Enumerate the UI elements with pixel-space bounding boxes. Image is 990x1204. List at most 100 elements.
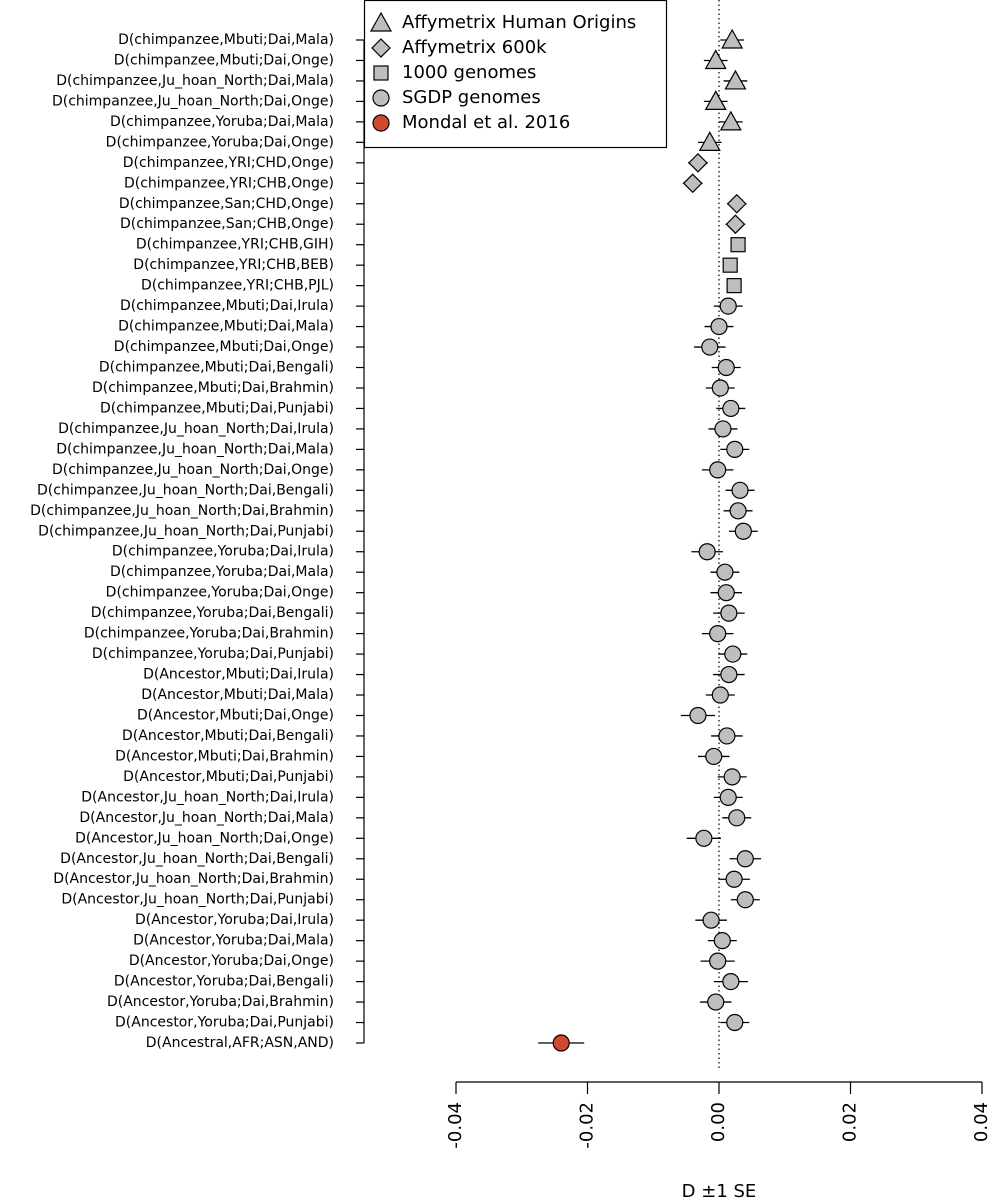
- x-tick-label: -0.04: [445, 1102, 466, 1149]
- marker-diamond: [688, 152, 708, 173]
- marker-circle: [709, 625, 727, 643]
- marker-circle: [717, 584, 735, 602]
- legend-marker: [369, 11, 393, 32]
- y-tick-label: D(Ancestor,Mbuti;Dai,Irula): [143, 667, 334, 683]
- y-tick-label: D(Ancestor,Mbuti;Dai,Mala): [141, 687, 334, 703]
- marker-circle: [731, 481, 749, 499]
- y-tick-label: D(chimpanzee,Yoruba;Dai,Brahmin): [84, 626, 334, 642]
- marker-square: [726, 278, 742, 294]
- y-tick-label: D(Ancestor,Yoruba;Dai,Punjabi): [115, 1015, 334, 1031]
- x-tick-label: 0.02: [840, 1102, 861, 1142]
- marker-circle: [722, 399, 740, 418]
- marker-triangle: [698, 131, 721, 151]
- marker-circle: [720, 665, 738, 684]
- legend-marker: [373, 65, 389, 81]
- marker-diamond: [682, 173, 703, 194]
- marker-triangle: [704, 90, 727, 111]
- marker-circle: [728, 809, 746, 827]
- x-tick-label: 0.04: [971, 1102, 990, 1142]
- y-tick-label: D(Ancestor,Yoruba;Dai,Bengali): [114, 974, 334, 990]
- marker-triangle: [724, 69, 747, 90]
- y-tick-label: D(Ancestor,Ju_hoan_North;Dai,Punjabi): [61, 892, 334, 908]
- legend-marker: [371, 38, 391, 58]
- y-tick-label: D(chimpanzee,Yoruba;Dai,Mala): [110, 114, 334, 130]
- marker-circle: [724, 645, 742, 663]
- y-tick-label: D(chimpanzee,Mbuti;Dai,Mala): [118, 319, 334, 335]
- y-tick-label: D(chimpanzee,Mbuti;Dai,Brahmin): [92, 380, 334, 396]
- y-tick-label: D(chimpanzee,Mbuti;Dai,Onge): [114, 52, 334, 68]
- marker-circle: [720, 604, 738, 622]
- marker-circle: [717, 358, 735, 377]
- legend-label: SGDP genomes: [402, 87, 541, 108]
- marker-circle: [707, 993, 725, 1011]
- y-tick-label: D(chimpanzee,Yoruba;Dai,Mala): [110, 564, 334, 580]
- marker-circle: [726, 440, 744, 458]
- y-tick-label: D(chimpanzee,Yoruba;Dai,Bengali): [91, 605, 334, 621]
- marker-circle: [698, 543, 716, 561]
- marker-triangle: [721, 28, 744, 49]
- marker-circle: [714, 420, 732, 438]
- marker-circle: [722, 972, 740, 991]
- y-tick-label: D(chimpanzee,YRI;CHD,Onge): [123, 155, 334, 171]
- marker-circle: [709, 952, 727, 970]
- marker-circle: [713, 932, 731, 950]
- y-tick-label: D(chimpanzee,YRI;CHB,Onge): [124, 175, 334, 191]
- y-tick-label: D(Ancestor,Ju_hoan_North;Dai,Onge): [75, 830, 334, 846]
- marker-square: [722, 257, 738, 273]
- y-tick-label: D(chimpanzee,Yoruba;Dai,Onge): [106, 585, 334, 601]
- y-tick-label: D(chimpanzee,Ju_hoan_North;Dai,Bengali): [37, 482, 334, 498]
- marker-circle: [719, 297, 737, 315]
- marker-circle: [702, 911, 720, 929]
- marker-circle: [552, 1034, 570, 1052]
- y-tick-label: D(chimpanzee,Ju_hoan_North;Dai,Punjabi): [38, 523, 334, 539]
- marker-circle: [719, 788, 737, 806]
- marker-circle: [734, 522, 752, 540]
- legend-label: 1000 genomes: [402, 62, 536, 83]
- y-tick-label: D(chimpanzee,Ju_hoan_North;Dai,Brahmin): [30, 503, 334, 519]
- marker-circle: [723, 768, 741, 786]
- y-tick-label: D(Ancestor,Mbuti;Dai,Brahmin): [115, 748, 334, 764]
- marker-circle: [711, 379, 729, 397]
- marker-circle: [718, 727, 736, 745]
- y-tick-label: D(chimpanzee,Yoruba;Dai,Punjabi): [92, 646, 334, 662]
- x-axis-label: D ±1 SE: [682, 1181, 757, 1200]
- y-tick-label: D(Ancestor,Ju_hoan_North;Dai,Brahmin): [53, 871, 334, 887]
- legend-label: Affymetrix Human Origins: [402, 12, 636, 33]
- y-tick-label: D(chimpanzee,Ju_hoan_North;Dai,Onge): [52, 462, 334, 478]
- y-tick-label: D(Ancestor,Yoruba;Dai,Irula): [135, 912, 334, 928]
- y-tick-label: D(chimpanzee,San;CHD,Onge): [119, 196, 334, 212]
- marker-circle: [716, 563, 734, 581]
- y-tick-label: D(chimpanzee,Yoruba;Dai,Onge): [106, 134, 334, 150]
- y-tick-label: D(Ancestor,Ju_hoan_North;Dai,Bengali): [60, 851, 334, 867]
- legend-marker: [372, 114, 390, 132]
- marker-circle: [689, 706, 707, 725]
- marker-circle: [695, 829, 713, 847]
- marker-circle: [710, 317, 728, 336]
- marker-square: [730, 237, 746, 253]
- marker-diamond: [725, 214, 746, 235]
- marker-circle: [705, 747, 723, 766]
- y-tick-label: D(chimpanzee,Mbuti;Dai,Onge): [114, 339, 334, 355]
- y-tick-label: D(chimpanzee,Mbuti;Dai,Mala): [118, 32, 334, 48]
- y-tick-label: D(chimpanzee,Mbuti;Dai,Bengali): [99, 360, 334, 376]
- y-tick-label: D(chimpanzee,Ju_hoan_North;Dai,Mala): [56, 441, 334, 457]
- y-tick-label: D(Ancestor,Mbuti;Dai,Onge): [137, 707, 334, 723]
- legend-label: Affymetrix 600k: [402, 37, 547, 58]
- y-tick-label: D(Ancestor,Ju_hoan_North;Dai,Irula): [81, 789, 334, 805]
- y-tick-label: D(Ancestor,Ju_hoan_North;Dai,Mala): [79, 810, 334, 826]
- y-tick-label: D(chimpanzee,YRI;CHB,BEB): [133, 257, 334, 273]
- marker-diamond: [726, 193, 747, 214]
- y-tick-label: D(Ancestor,Yoruba;Dai,Brahmin): [107, 994, 334, 1010]
- y-tick-label: D(chimpanzee,Ju_hoan_North;Dai,Irula): [58, 421, 334, 437]
- marker-circle: [736, 891, 754, 909]
- marker-circle: [725, 870, 743, 888]
- marker-circle: [709, 461, 727, 479]
- y-tick-label: D(Ancestral,AFR;ASN,AND): [146, 1035, 334, 1051]
- y-tick-label: D(Ancestor,Yoruba;Dai,Mala): [133, 933, 334, 949]
- y-tick-label: D(chimpanzee,Ju_hoan_North;Dai,Onge): [52, 93, 334, 109]
- y-tick-label: D(Ancestor,Yoruba;Dai,Onge): [129, 953, 334, 969]
- y-tick-label: D(chimpanzee,Ju_hoan_North;Dai,Mala): [56, 73, 334, 89]
- marker-circle: [701, 338, 719, 356]
